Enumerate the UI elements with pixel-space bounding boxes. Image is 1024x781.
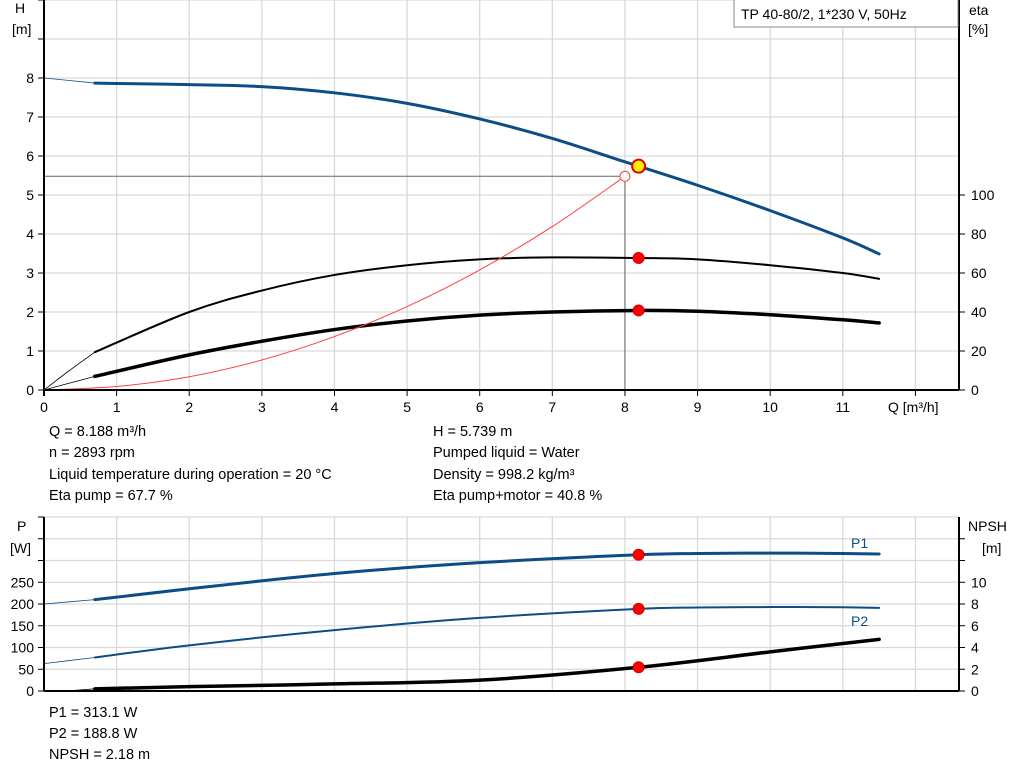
P1-curve — [93, 551, 881, 602]
result-eta-pump: Eta pump = 67.7 % — [49, 488, 173, 504]
duty-point-marker — [632, 602, 645, 615]
x-axis-tick-label: 10 — [762, 399, 778, 415]
duty-point-marker — [632, 304, 645, 317]
right-axis-tick-label: 20 — [971, 343, 987, 359]
result-q: Q = 8.188 m³/h — [49, 424, 147, 440]
q-axis-label: Q [m³/h] — [888, 399, 939, 415]
left-axis-tick-label: 3 — [26, 265, 34, 281]
H-extension-line — [43, 77, 95, 84]
p1-series-label: P1 — [851, 535, 868, 551]
result-npsh: NPSH = 2.18 m — [49, 747, 151, 763]
right-axis-tick-label: 2 — [971, 661, 979, 677]
eta-axis-unit: [%] — [968, 21, 988, 37]
right-axis-tick-label: 8 — [971, 596, 979, 612]
left-axis-tick-label: 7 — [26, 109, 34, 125]
right-axis-tick-label: 100 — [971, 187, 995, 203]
x-axis-tick-label: 11 — [836, 399, 851, 415]
duty-point-marker — [632, 548, 645, 561]
result-density: Density = 998.2 kg/m³ — [433, 467, 575, 483]
x-axis-tick-label: 8 — [621, 399, 629, 415]
result-pumped-liquid: Pumped liquid = Water — [433, 445, 580, 461]
operating-point-marker — [631, 158, 647, 174]
left-axis-tick-label: 50 — [18, 661, 34, 677]
npsh-axis-unit: [m] — [982, 540, 1001, 556]
p2-series-label: P2 — [851, 613, 868, 629]
left-axis-tick-label: 2 — [26, 304, 34, 320]
left-axis-tick-label: 8 — [26, 70, 34, 86]
eta_pump-curve — [93, 256, 881, 354]
right-axis-tick-label: 60 — [971, 265, 987, 281]
x-axis-tick-label: 4 — [331, 399, 339, 415]
eta_pump_motor-curve — [93, 308, 881, 379]
system-curve-end-marker — [619, 170, 631, 182]
title-box — [733, 0, 959, 28]
left-axis-tick-label: 200 — [11, 596, 35, 612]
H-curve — [93, 81, 881, 256]
p-axis-unit: [W] — [10, 540, 31, 556]
x-axis-tick-label: 5 — [403, 399, 411, 415]
duty-point-marker — [632, 661, 645, 674]
axes — [38, 0, 965, 692]
right-axis-tick-label: 80 — [971, 226, 987, 242]
result-speed: n = 2893 rpm — [49, 445, 135, 461]
result-liquid-temperature: Liquid temperature during operation = 20… — [49, 467, 332, 483]
curves — [43, 77, 881, 692]
system_curve-curve — [43, 175, 626, 391]
x-axis-tick-label: 9 — [694, 399, 702, 415]
right-axis-tick-label: 6 — [971, 618, 979, 634]
right-axis-tick-label: 0 — [971, 382, 979, 398]
x-axis-tick-label: 2 — [185, 399, 193, 415]
duty-point-marker — [632, 251, 645, 264]
result-p1: P1 = 313.1 W — [49, 705, 138, 721]
h-axis-name: H — [15, 0, 25, 16]
x-axis-tick-label: 3 — [258, 399, 266, 415]
left-axis-tick-label: 250 — [11, 574, 35, 590]
bottom-chart-grid — [44, 516, 959, 691]
title-text: TP 40-80/2, 1*230 V, 50Hz — [741, 6, 907, 22]
result-p2: P2 = 188.8 W — [49, 726, 138, 742]
result-eta-pump-motor: Eta pump+motor = 40.8 % — [433, 488, 603, 504]
npsh-axis-name: NPSH — [968, 518, 1007, 534]
left-axis-tick-label: 4 — [26, 226, 34, 242]
P2-extension-line — [43, 657, 95, 664]
NPSH-curve — [93, 637, 881, 691]
left-axis-tick-label: 1 — [26, 343, 34, 359]
x-axis-tick-label: 7 — [548, 399, 556, 415]
right-axis-tick-label: 40 — [971, 304, 987, 320]
P1-extension-line — [43, 599, 95, 605]
left-axis-tick-label: 6 — [26, 148, 34, 164]
P2-curve — [93, 606, 881, 659]
result-h: H = 5.739 m — [433, 424, 513, 440]
left-axis-tick-label: 150 — [11, 618, 35, 634]
x-axis-tick-label: 6 — [476, 399, 484, 415]
h-axis-unit: [m] — [12, 21, 31, 37]
left-axis-tick-label: 0 — [26, 683, 34, 699]
p-axis-name: P — [17, 518, 26, 534]
x-axis-tick-label: 0 — [40, 399, 48, 415]
eta_pump-extension-line — [43, 351, 96, 391]
top-chart-grid — [44, 0, 959, 390]
x-axis-tick-label: 1 — [113, 399, 121, 415]
left-axis-tick-label: 0 — [26, 382, 34, 398]
right-axis-tick-label: 0 — [971, 683, 979, 699]
left-axis-tick-label: 100 — [11, 640, 35, 656]
left-axis-tick-label: 5 — [26, 187, 34, 203]
right-axis-tick-label: 4 — [971, 640, 979, 656]
right-axis-tick-label: 10 — [971, 574, 987, 590]
eta-axis-name: eta — [969, 2, 989, 18]
